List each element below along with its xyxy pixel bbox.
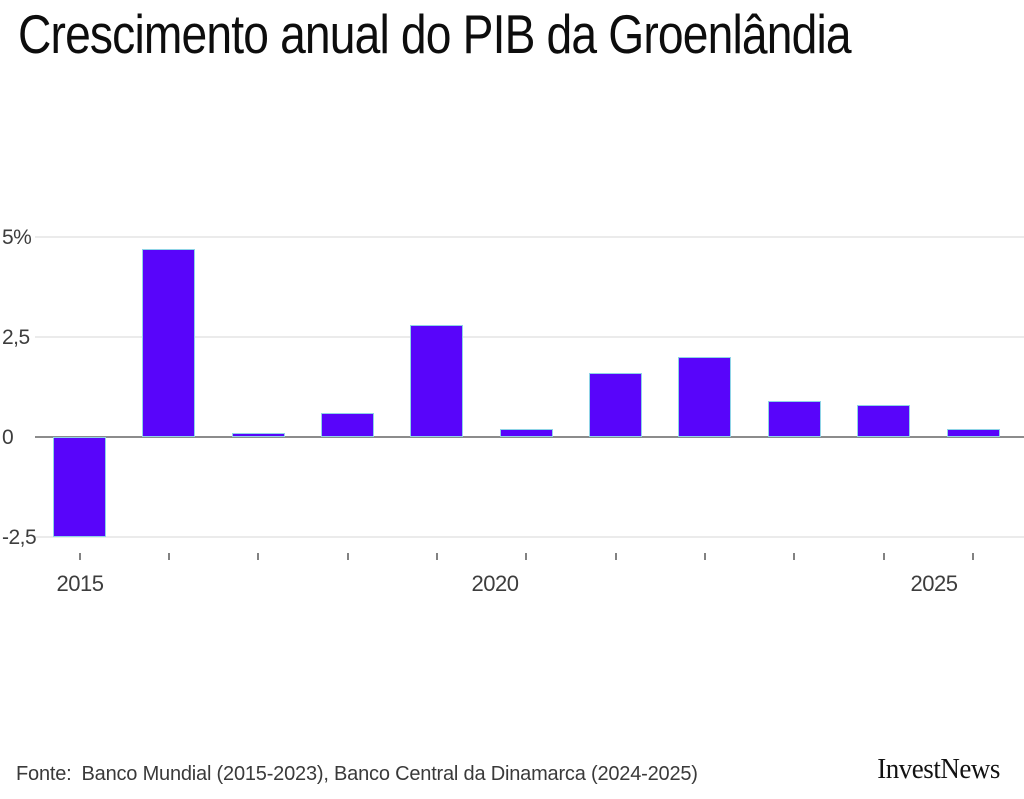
x-tick-2022	[703, 553, 706, 560]
y-axis-label-5%: 5%	[2, 226, 32, 249]
y-axis-label--2,5: -2,5	[2, 526, 37, 549]
x-tick-2017	[257, 553, 260, 560]
x-axis-label-2015: 2015	[56, 571, 104, 596]
x-tick-2021	[614, 553, 617, 560]
source-text: Banco Mundial (2015-2023), Banco Central…	[81, 763, 698, 785]
x-tick-2019	[435, 553, 438, 560]
investnews-logo: InvestNews	[877, 753, 1000, 785]
x-tick-2023	[793, 553, 796, 560]
bar-2015[interactable]	[53, 437, 106, 537]
bar-2017[interactable]	[231, 433, 285, 437]
bar-2019[interactable]	[410, 325, 464, 437]
bar-2025[interactable]	[946, 429, 1000, 437]
bar-2024[interactable]	[857, 405, 911, 437]
x-tick-2025	[972, 553, 974, 560]
x-axis-label-2025: 2025	[910, 571, 958, 596]
gridline-5%	[35, 236, 1024, 238]
x-axis-label-2020: 2020	[471, 571, 519, 596]
bar-2023[interactable]	[767, 401, 821, 437]
x-tick-2015	[78, 553, 81, 560]
x-tick-2020	[525, 553, 528, 560]
source-note: Fonte: Banco Mundial (2015-2023), Banco C…	[16, 763, 698, 786]
bar-2018[interactable]	[321, 413, 375, 437]
bar-2016[interactable]	[142, 249, 196, 437]
zero-baseline	[35, 436, 1024, 438]
source-label: Fonte:	[16, 763, 72, 785]
y-axis-label-0: 0	[2, 426, 14, 449]
x-tick-2024	[882, 553, 885, 560]
y-axis-label-2,5: 2,5	[2, 326, 30, 349]
x-tick-2018	[346, 553, 349, 560]
gridline-2,5	[35, 336, 1024, 338]
chart-title: Crescimento anual do PIB da Groenlândia	[18, 3, 852, 65]
bar-2020[interactable]	[499, 429, 553, 437]
bar-2021[interactable]	[589, 373, 643, 437]
x-tick-2016	[167, 553, 170, 560]
gridline--2,5	[35, 536, 1024, 538]
bar-2022[interactable]	[678, 357, 732, 437]
